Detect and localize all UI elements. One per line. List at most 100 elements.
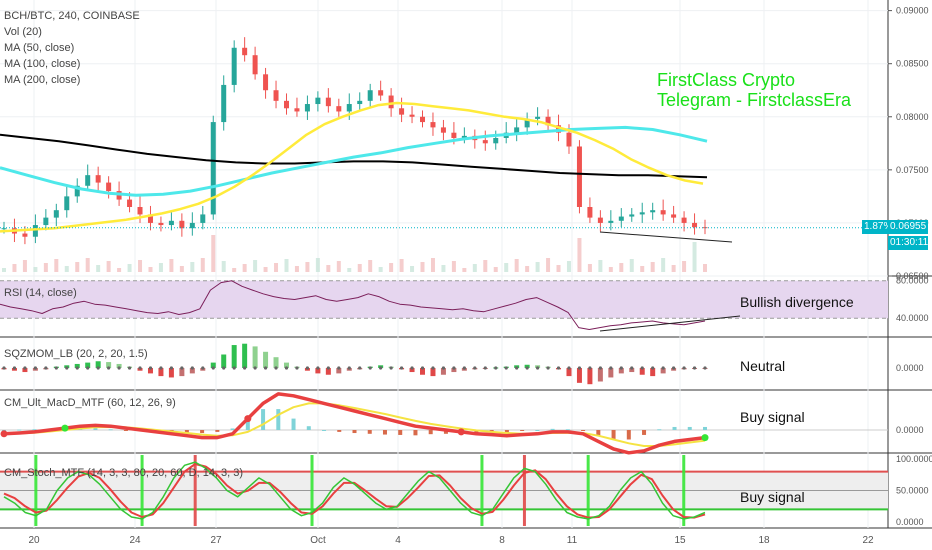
sqz-dot: [180, 366, 184, 370]
stoch-pane-label: CM_Stoch_MTF (14, 3, 3, 80, 20, 60, D, 1…: [4, 467, 244, 479]
sqz-dot: [54, 366, 58, 370]
macd-cross-dot: [701, 434, 709, 442]
sqz-dot: [253, 366, 257, 370]
macd-hist-bar: [520, 430, 525, 431]
sqz-dot: [473, 366, 477, 370]
sqz-dot: [546, 366, 550, 370]
sqz-dot: [169, 366, 174, 370]
candle-body: [357, 100, 363, 105]
sqz-annotation: Neutral: [740, 358, 786, 374]
sqz-dot: [190, 366, 194, 370]
sqz-dot: [274, 366, 278, 370]
sqz-bar: [524, 364, 530, 368]
candle-body: [74, 185, 80, 197]
stoch-signal-bar: [310, 455, 314, 526]
sqz-dot: [494, 366, 498, 370]
macd-hist-bar: [367, 430, 372, 434]
macd-hist-bar: [352, 430, 357, 434]
sqz-dot: [556, 366, 561, 370]
macd-hist-bar: [32, 429, 37, 431]
sqz-dot: [75, 366, 79, 370]
volume-bar: [158, 263, 163, 272]
volume-bar: [389, 263, 394, 272]
sqz-dot: [515, 366, 519, 370]
candle-body: [231, 47, 237, 85]
sqz-dot: [107, 366, 111, 370]
volume-bar: [211, 235, 216, 272]
x-tick-label: 22: [862, 535, 874, 546]
macd-hist-bar: [626, 430, 631, 440]
candle-body: [85, 175, 91, 186]
sqz-dot: [504, 366, 508, 370]
volume-bar: [598, 260, 603, 272]
y-tick-label: 0.08000: [896, 112, 929, 122]
macd-hist-bar: [657, 429, 662, 431]
sqz-pane-label: SQZMOM_LB (20, 2, 20, 1.5): [4, 348, 148, 360]
candle-body: [451, 132, 457, 138]
sqz-dot: [347, 366, 351, 370]
macd-hist-bar: [642, 430, 647, 435]
sqz-y-tick: 0.0000: [896, 363, 924, 373]
sqz-dot: [117, 366, 121, 370]
sqz-bar: [597, 368, 603, 382]
macd-hist-bar: [687, 426, 692, 430]
macd-hist-bar: [291, 418, 296, 430]
last-price-text: 0.06955: [890, 221, 927, 232]
candle-body: [95, 175, 101, 183]
candle-body: [493, 138, 499, 144]
volume-bar: [294, 266, 299, 272]
macd-hist-bar: [93, 428, 98, 430]
candle-body: [597, 217, 603, 223]
candle-body: [106, 182, 112, 192]
macd-hist-bar: [382, 430, 387, 435]
macd-hist-bar: [261, 409, 266, 430]
candle-body: [514, 127, 520, 133]
sqz-dot: [368, 366, 372, 370]
candle-body: [273, 90, 279, 101]
candle-body: [545, 116, 551, 126]
sqz-bar: [147, 368, 153, 374]
ma100-line: [0, 125, 708, 197]
volume-bar: [106, 261, 111, 272]
sqz-bar: [231, 345, 237, 368]
candle-body: [137, 207, 143, 215]
volume-bar: [336, 261, 341, 272]
candle-body: [430, 122, 436, 128]
sqz-bar: [660, 368, 666, 374]
candle-body: [587, 207, 593, 218]
volume-bar: [399, 259, 404, 272]
candle-body: [409, 114, 415, 117]
rsi-pane-label: RSI (14, close): [4, 287, 77, 299]
volume-bar: [493, 267, 498, 272]
candle-body: [32, 225, 38, 237]
sqz-bar: [95, 361, 101, 368]
volume-bar: [629, 259, 634, 272]
stoch-signal-bar: [522, 455, 526, 526]
volume-bar: [535, 262, 540, 272]
volume-bar: [504, 263, 509, 272]
x-tick-label: 27: [210, 535, 222, 546]
stoch-annotation: Buy signal: [740, 489, 805, 505]
ma200-line: [0, 133, 708, 179]
stoch-signal-bar: [682, 455, 686, 526]
macd-hist-bar: [703, 426, 707, 430]
macd-cross-dot: [457, 428, 465, 436]
sqz-dot: [159, 366, 163, 370]
sqz-dot: [96, 366, 100, 370]
macd-hist-bar: [428, 430, 433, 435]
stoch-signal-bar: [140, 455, 144, 526]
volume-bar: [253, 260, 258, 272]
candle-body: [200, 214, 206, 223]
volume-bar: [650, 262, 655, 272]
macd-hist-bar: [398, 430, 403, 435]
volume-bar: [682, 261, 687, 272]
volume-bar: [127, 264, 132, 272]
volume-bar: [514, 259, 519, 272]
volume-bar: [357, 264, 362, 272]
sqz-dot: [243, 366, 247, 370]
x-tick-label: 11: [567, 535, 578, 546]
price-change-text: 1.87%: [864, 221, 893, 232]
sqz-dot: [222, 366, 226, 370]
candle-body: [378, 90, 384, 96]
